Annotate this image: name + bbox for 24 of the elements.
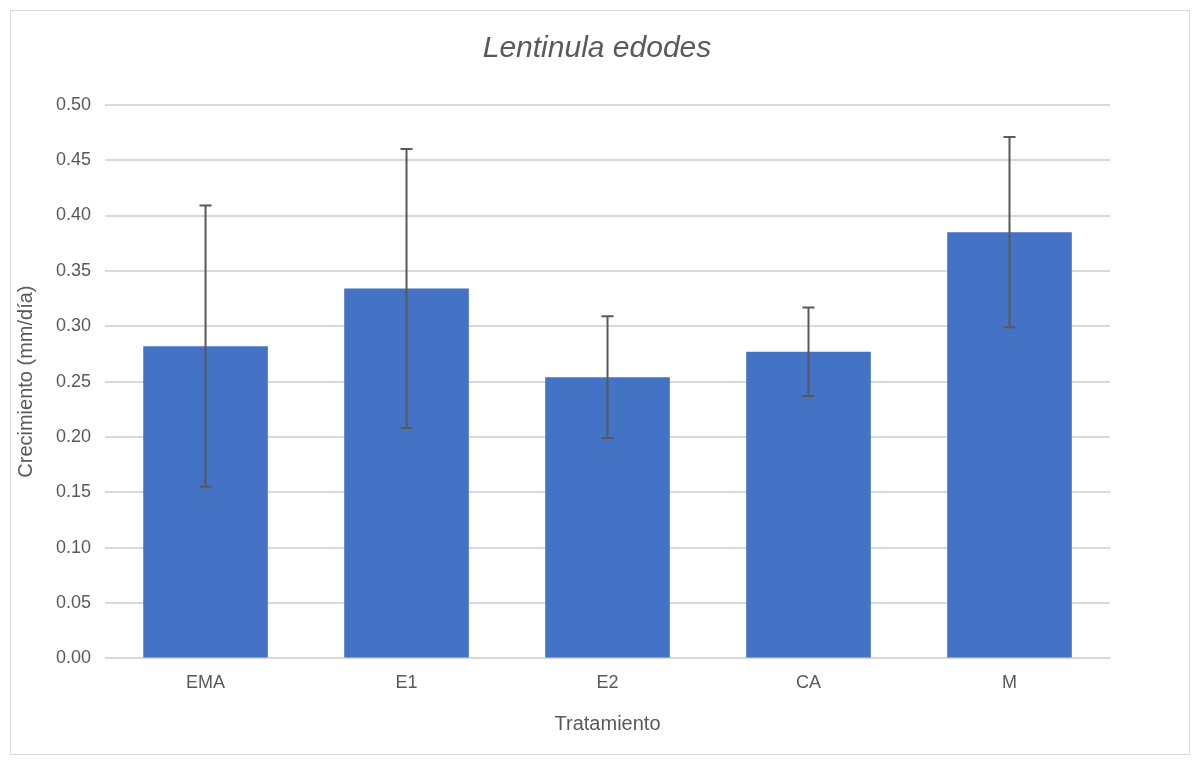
y-tick-label: 0.25 <box>55 370 92 391</box>
bar <box>746 351 871 658</box>
y-axis-title: Crecimiento (mm/día) <box>13 285 36 478</box>
x-tick-label: E2 <box>596 672 619 693</box>
y-tick-label: 0.50 <box>55 93 92 114</box>
x-tick-label: E1 <box>395 672 418 693</box>
bar <box>344 288 469 658</box>
x-tick-label: CA <box>796 672 822 693</box>
x-tick-label: EMA <box>186 672 226 693</box>
y-tick-label: 0.00 <box>55 647 92 668</box>
y-tick-label: 0.10 <box>55 536 92 557</box>
bar <box>545 377 670 658</box>
bar <box>947 232 1072 658</box>
y-tick-label: 0.05 <box>55 592 92 613</box>
bar <box>143 346 268 658</box>
x-tick-label: M <box>1002 672 1017 693</box>
y-tick-label: 0.45 <box>55 149 92 170</box>
y-tick-label: 0.15 <box>55 481 92 502</box>
y-tick-label: 0.35 <box>55 259 92 280</box>
y-tick-label: 0.30 <box>55 315 92 336</box>
y-tick-label: 0.40 <box>55 204 92 225</box>
x-axis-title: Tratamiento <box>554 711 661 734</box>
chart-title: Lentinula edodes <box>481 30 713 64</box>
y-tick-label: 0.20 <box>55 425 92 446</box>
